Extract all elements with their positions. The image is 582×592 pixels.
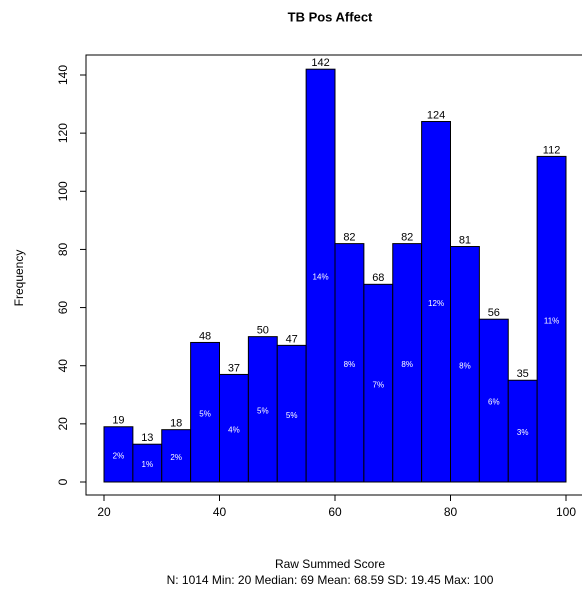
count-label: 81 <box>459 234 471 246</box>
plot-frame <box>85 54 582 496</box>
count-label: 19 <box>112 415 124 427</box>
percent-label: 6% <box>488 398 500 407</box>
bar <box>247 336 278 483</box>
percent-label: 8% <box>459 361 471 370</box>
y-axis-label: Frequency <box>12 250 26 307</box>
bar <box>536 155 567 483</box>
x-tick-label: 40 <box>213 505 227 519</box>
count-label: 48 <box>199 330 211 342</box>
x-tick-label: 20 <box>97 505 111 519</box>
y-tick-label: 140 <box>56 65 70 85</box>
bar <box>363 283 394 483</box>
y-tick-label: 100 <box>56 181 70 201</box>
percent-label: 12% <box>428 299 444 308</box>
bar <box>276 344 307 483</box>
bar <box>421 121 451 483</box>
y-tick-label: 0 <box>56 478 70 485</box>
percent-label: 7% <box>373 380 385 389</box>
percent-label: 8% <box>401 360 413 369</box>
percent-label: 8% <box>344 360 356 369</box>
percent-label: 2% <box>113 451 125 460</box>
count-label: 56 <box>488 307 500 319</box>
count-label: 82 <box>343 232 355 244</box>
x-tick-label: 80 <box>444 505 458 519</box>
subtitle: N: 1014 Min: 20 Median: 69 Mean: 68.59 S… <box>167 573 494 587</box>
count-label: 142 <box>311 57 329 69</box>
count-label: 13 <box>141 432 153 444</box>
x-tick-label: 60 <box>328 505 342 519</box>
y-tick-label: 20 <box>56 417 70 431</box>
percent-label: 5% <box>257 406 269 415</box>
percent-label: 14% <box>313 273 329 282</box>
percent-label: 4% <box>228 425 240 434</box>
percent-label: 5% <box>199 409 211 418</box>
count-label: 35 <box>517 368 529 380</box>
percent-label: 2% <box>170 453 182 462</box>
y-tick-label: 40 <box>56 359 70 373</box>
count-label: 47 <box>286 333 298 345</box>
x-axis-label: Raw Summed Score <box>275 557 385 571</box>
percent-label: 3% <box>517 428 529 437</box>
percent-label: 11% <box>544 316 559 325</box>
bar <box>305 68 336 483</box>
count-label: 124 <box>427 109 445 121</box>
percent-label: 1% <box>142 460 154 469</box>
count-label: 37 <box>228 362 240 374</box>
count-label: 68 <box>372 272 384 284</box>
count-label: 18 <box>170 418 182 430</box>
count-label: 112 <box>543 144 561 156</box>
count-label: 50 <box>257 325 269 337</box>
bar <box>507 379 538 483</box>
bar <box>478 318 509 483</box>
y-tick-label: 60 <box>56 301 70 315</box>
bar <box>392 243 423 483</box>
y-tick-label: 80 <box>56 242 70 256</box>
y-tick-label: 120 <box>56 123 70 143</box>
bar <box>450 246 480 483</box>
chart-title: TB Pos Affect <box>288 9 373 24</box>
percent-label: 5% <box>286 411 298 420</box>
x-tick-label: 100 <box>556 505 576 519</box>
count-label: 82 <box>401 232 413 244</box>
